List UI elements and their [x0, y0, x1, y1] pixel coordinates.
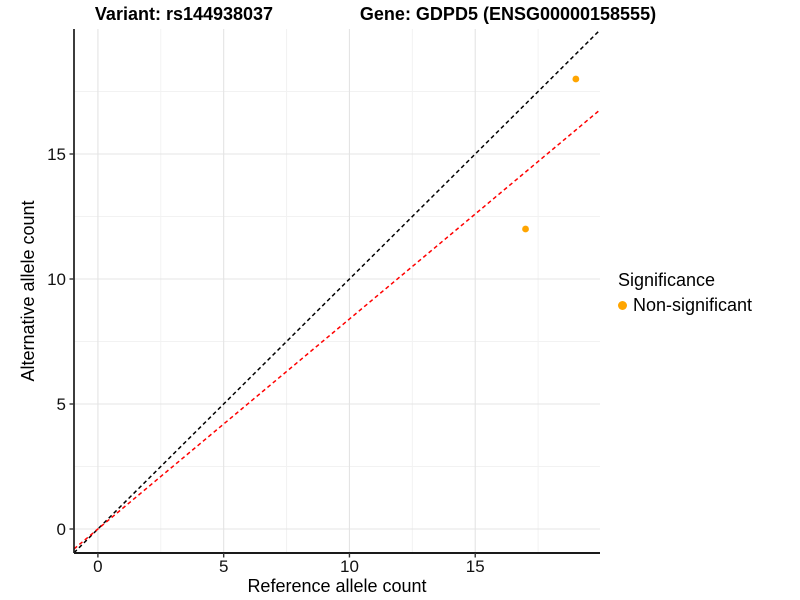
x-axis-label: Reference allele count	[247, 576, 427, 596]
variant-title: Variant: rs144938037	[94, 4, 274, 24]
x-tick-label: 5	[219, 557, 228, 576]
legend: Significance Non-significant	[618, 270, 752, 316]
x-tick-label: 0	[93, 557, 102, 576]
y-tick-label: 0	[57, 520, 66, 539]
legend-item-label: Non-significant	[633, 295, 753, 315]
legend-title: Significance	[618, 270, 716, 290]
ratio-line	[73, 109, 601, 550]
y-tick-label: 15	[47, 145, 66, 164]
data-point	[572, 75, 580, 83]
y-tick-label: 5	[57, 395, 66, 414]
identity-line	[73, 29, 601, 554]
data-point	[522, 225, 529, 233]
legend-point-icon	[618, 301, 627, 310]
gene-title: Gene: GDPD5 (ENSG00000158555)	[359, 4, 657, 24]
legend-item: Non-significant	[618, 295, 752, 316]
y-axis-label: Alternative allele count	[17, 200, 38, 382]
y-tick-label: 10	[47, 270, 66, 289]
x-tick-label: 10	[340, 557, 359, 576]
x-tick-label: 15	[466, 557, 485, 576]
